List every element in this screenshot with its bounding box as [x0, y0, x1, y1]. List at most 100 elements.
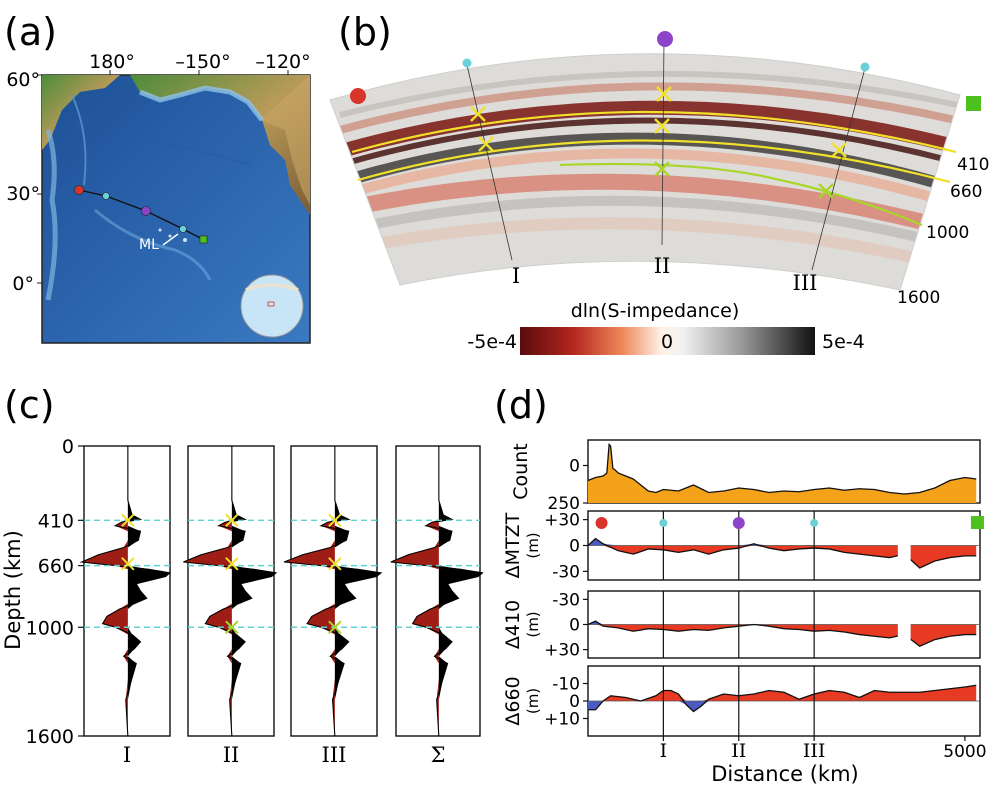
- anomaly-red-fill: [588, 685, 977, 701]
- trace-panel-III: III: [283, 445, 383, 767]
- panel-label-c: (c): [4, 383, 55, 427]
- marker-green-square: [966, 96, 981, 111]
- trace-label-Σ: Σ: [431, 743, 446, 767]
- colorbar-min-label: -5e-4: [467, 331, 517, 353]
- lon-tick-180: 180°: [89, 51, 135, 73]
- profile-end-green-square: [199, 235, 208, 244]
- series-line: [587, 537, 977, 569]
- y-tick-label: +10: [544, 710, 580, 730]
- panel-label-b: (b): [338, 10, 392, 54]
- trace-line: [390, 446, 484, 737]
- marker-red-dot: [350, 88, 366, 104]
- y-tick-label: 0: [569, 457, 580, 477]
- trace-label-III: III: [322, 743, 347, 767]
- panel-a-map: 180° –150° –120° 60° 30° 0° ML: [6, 51, 311, 344]
- pick-marker-1000: [328, 620, 342, 634]
- pick-marker-410: [121, 513, 135, 528]
- subplot-yunit: (m): [524, 688, 542, 714]
- depth-tick-label-410: 410: [38, 510, 74, 532]
- data-gap: [897, 512, 911, 579]
- colorbar-max-label: 5e-4: [822, 331, 865, 353]
- depth-tick-label-1000: 1000: [26, 617, 74, 639]
- subplot-yunit: (m): [524, 611, 542, 637]
- subplot-4: -100+10 Δ660 (m): [502, 665, 981, 737]
- depth-label-1000: 1000: [926, 223, 969, 243]
- trace-panel-II: II: [183, 445, 278, 767]
- trace-label-I: I: [123, 743, 131, 767]
- subplot-3: -30 0 +30 Δ410 (m): [502, 590, 981, 661]
- lon-tick-120: –120°: [255, 51, 310, 73]
- colorbar-title: dln(S-impedance): [571, 300, 740, 322]
- subplot-1: 250 0 Count: [510, 439, 981, 514]
- point-III-cyan-dot: [810, 519, 819, 527]
- lat-tick-30: 30°: [6, 183, 40, 205]
- profile-label-II: II: [654, 254, 671, 278]
- depth-label-410: 410: [957, 155, 989, 175]
- y-tick-label: 250: [548, 494, 580, 514]
- profile-point-III-cyan-dot: [179, 225, 187, 233]
- trace-label-II: II: [223, 743, 240, 767]
- data-gap: [897, 592, 911, 657]
- y-tick-label: -10: [552, 675, 580, 695]
- y-tick-label: 0: [569, 537, 580, 557]
- colorbar-mid-label: 0: [661, 331, 673, 353]
- trace-panel-I: I: [79, 445, 172, 767]
- x-tick-label-II: II: [731, 740, 746, 762]
- lon-tick-150: –150°: [175, 51, 230, 73]
- profile-label-I: I: [512, 264, 520, 288]
- depth-label-660: 660: [950, 182, 982, 202]
- pick-marker-1000: [225, 620, 239, 634]
- panel-d-xlabel: Distance (km): [711, 762, 859, 786]
- x-ticks: I II III 5000: [660, 736, 987, 762]
- profile-point-I-cyan-dot: [102, 192, 110, 200]
- x-tick-label-5000: 5000: [943, 742, 986, 762]
- profile-line-I: [466, 64, 513, 261]
- panel-b-section: 410 660 1000 1600 I II III dln(S-impedan…: [329, 31, 989, 355]
- trace-line: [79, 446, 172, 737]
- y-tick-label: -30: [552, 590, 580, 610]
- subplot-ylabel: ΔMTZT: [502, 512, 524, 578]
- profile-label-III: III: [793, 271, 818, 295]
- lat-tick-60: 60°: [6, 69, 40, 91]
- y-tick-label: -30: [552, 562, 580, 582]
- subplot-ylabel: Count: [510, 443, 532, 499]
- pick-marker-410: [225, 513, 239, 528]
- pick-marker-650: [328, 557, 342, 571]
- trace-line: [283, 446, 383, 737]
- d1000-line: [559, 162, 923, 227]
- marker-cyan-dot-I: [462, 58, 472, 68]
- y-tick-label: +30: [544, 511, 580, 531]
- y-tick-label: 0: [569, 616, 580, 636]
- panel-c-ylabel: Depth (km): [1, 530, 25, 650]
- start-red-dot: [595, 517, 608, 529]
- profile-line-II: [661, 39, 665, 246]
- subplot-ylabel: Δ660: [502, 676, 524, 725]
- d660-line: [357, 139, 951, 184]
- colorbar: [520, 327, 815, 355]
- point-I-cyan-dot: [659, 519, 668, 527]
- x-tick-label-III: III: [803, 740, 826, 762]
- depth-tick-label-660: 660: [38, 556, 74, 578]
- pick-marker-650: [121, 557, 135, 571]
- depth-tick-label-1600: 1600: [26, 726, 74, 748]
- trace-line: [183, 446, 278, 737]
- lat-tick-0: 0°: [12, 273, 34, 295]
- trace-panel-Σ: Σ: [390, 445, 484, 767]
- panel-label-d: (d): [494, 383, 548, 427]
- subplot-yunit: (m): [524, 532, 542, 558]
- subplot-ylabel: Δ410: [502, 600, 524, 649]
- pick-marker-650: [225, 557, 239, 571]
- d410-line: [351, 110, 957, 154]
- series-line: [587, 620, 977, 648]
- profile-start-red-dot: [74, 185, 84, 195]
- marker-cyan-dot-III: [860, 62, 870, 72]
- y-tick-label: 0: [569, 692, 580, 712]
- panel-label-a: (a): [4, 10, 57, 54]
- ml-annotation: ML: [139, 237, 159, 253]
- pick-marker-410: [328, 513, 342, 528]
- y-tick-label: +30: [544, 641, 580, 661]
- series-line: [588, 684, 977, 713]
